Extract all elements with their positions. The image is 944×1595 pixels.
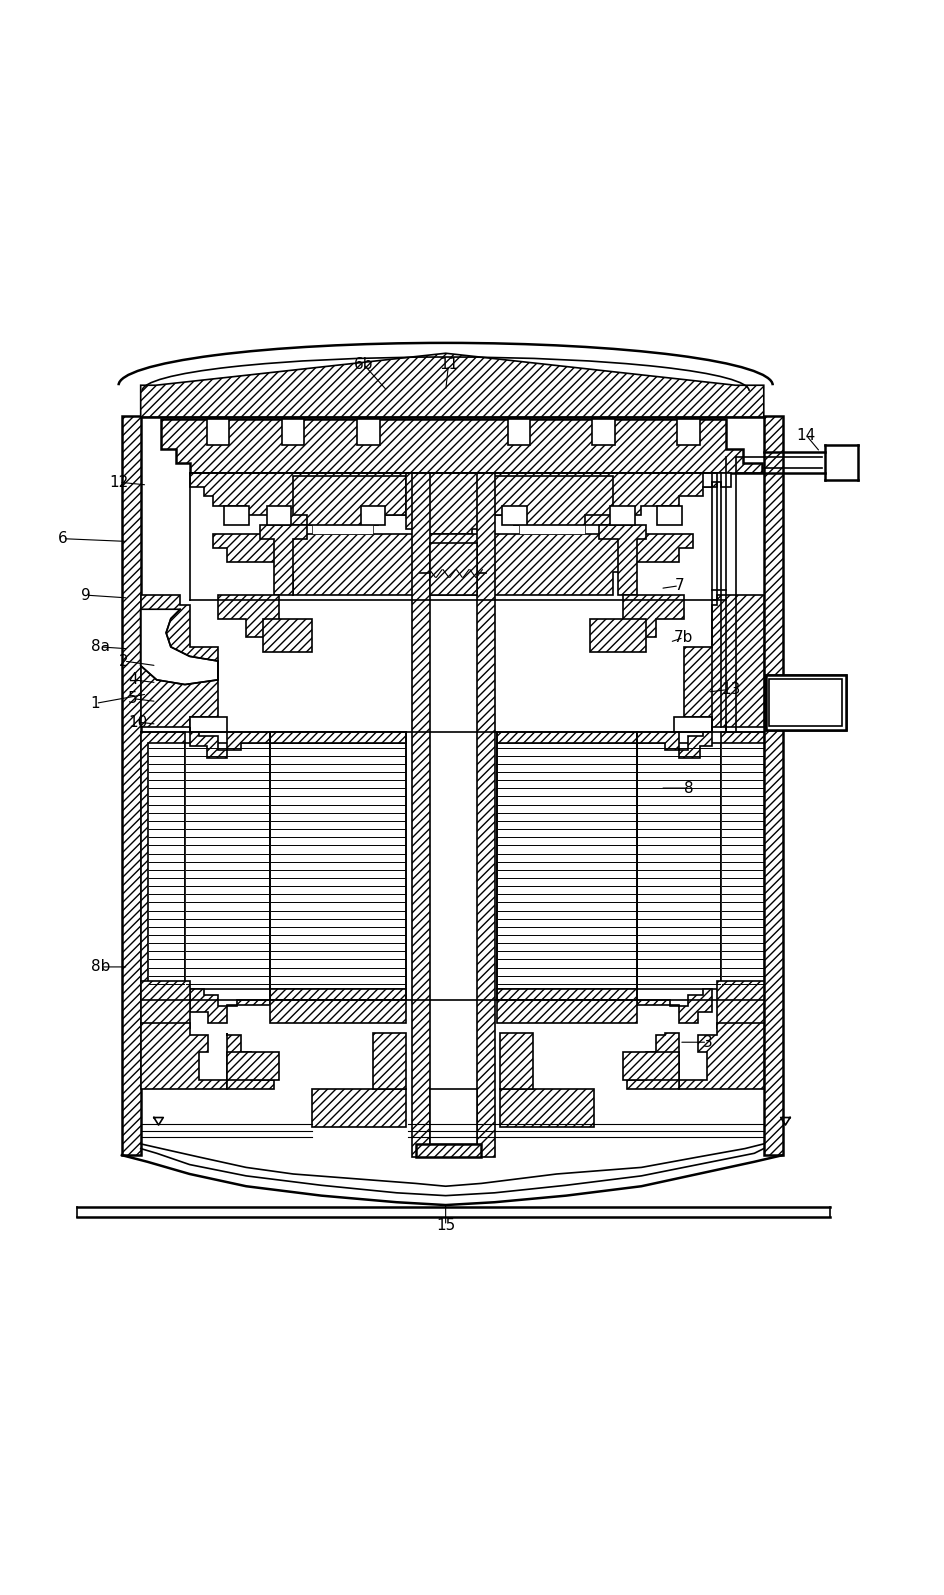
Polygon shape <box>716 981 764 1029</box>
Polygon shape <box>207 419 229 445</box>
Polygon shape <box>122 416 141 1155</box>
Polygon shape <box>611 506 634 525</box>
Polygon shape <box>486 475 614 525</box>
Polygon shape <box>430 1089 477 1144</box>
Polygon shape <box>190 727 270 758</box>
Text: 8a: 8a <box>91 640 110 654</box>
Polygon shape <box>270 1000 406 1024</box>
Polygon shape <box>270 989 406 1000</box>
Polygon shape <box>721 743 764 989</box>
Polygon shape <box>628 1034 679 1089</box>
Polygon shape <box>636 743 721 989</box>
Text: 3: 3 <box>702 1035 712 1050</box>
Text: 1: 1 <box>91 695 100 711</box>
Text: 9: 9 <box>81 587 91 603</box>
Polygon shape <box>267 506 292 525</box>
Polygon shape <box>623 595 683 648</box>
Polygon shape <box>312 1089 406 1128</box>
Polygon shape <box>270 743 406 989</box>
Polygon shape <box>190 718 228 732</box>
Text: 14: 14 <box>797 427 816 443</box>
Polygon shape <box>679 1024 764 1089</box>
Polygon shape <box>228 1051 279 1080</box>
Polygon shape <box>357 419 379 445</box>
Polygon shape <box>497 989 636 1000</box>
Polygon shape <box>141 609 218 684</box>
Polygon shape <box>766 675 846 731</box>
Polygon shape <box>412 472 430 1156</box>
Polygon shape <box>141 1024 228 1089</box>
Polygon shape <box>500 1089 595 1128</box>
Polygon shape <box>213 534 693 595</box>
Polygon shape <box>361 506 385 525</box>
Polygon shape <box>161 419 762 472</box>
Polygon shape <box>261 525 308 595</box>
Polygon shape <box>225 506 249 525</box>
Polygon shape <box>270 732 406 743</box>
Text: 12: 12 <box>110 475 128 490</box>
Polygon shape <box>502 506 527 525</box>
Polygon shape <box>623 1051 679 1080</box>
Text: 8b: 8b <box>91 960 110 975</box>
Polygon shape <box>148 743 185 989</box>
Polygon shape <box>190 472 716 525</box>
Text: 15: 15 <box>436 1219 455 1233</box>
Polygon shape <box>674 718 712 732</box>
Polygon shape <box>702 472 731 486</box>
Polygon shape <box>141 732 185 1000</box>
Polygon shape <box>270 732 406 743</box>
Text: 6: 6 <box>58 531 67 545</box>
Text: 2: 2 <box>119 654 128 668</box>
Polygon shape <box>657 506 682 525</box>
Polygon shape <box>508 419 531 445</box>
Polygon shape <box>497 1000 636 1024</box>
Polygon shape <box>141 352 764 418</box>
Polygon shape <box>141 981 190 1029</box>
Polygon shape <box>477 472 495 1156</box>
Text: 10: 10 <box>128 715 147 729</box>
Polygon shape <box>415 1144 481 1156</box>
Polygon shape <box>636 989 712 1024</box>
Text: 11: 11 <box>439 357 458 372</box>
Polygon shape <box>294 475 406 525</box>
Text: 8: 8 <box>683 780 693 796</box>
Polygon shape <box>764 416 783 1155</box>
Polygon shape <box>683 595 764 727</box>
Polygon shape <box>312 525 373 534</box>
Text: 13: 13 <box>721 681 740 697</box>
Text: 4: 4 <box>128 673 138 687</box>
Polygon shape <box>769 679 842 726</box>
Text: 7: 7 <box>674 579 683 593</box>
Polygon shape <box>497 743 636 989</box>
Polygon shape <box>677 419 700 445</box>
Polygon shape <box>593 419 615 445</box>
Polygon shape <box>430 544 477 595</box>
Polygon shape <box>766 675 846 731</box>
Polygon shape <box>373 1034 406 1089</box>
Text: 7b: 7b <box>674 630 694 644</box>
Polygon shape <box>721 732 764 1000</box>
Polygon shape <box>406 472 486 534</box>
Polygon shape <box>185 743 270 989</box>
Polygon shape <box>636 727 712 758</box>
Polygon shape <box>500 1034 533 1089</box>
Polygon shape <box>190 989 270 1024</box>
Polygon shape <box>228 1034 275 1089</box>
Polygon shape <box>141 595 218 727</box>
Polygon shape <box>599 525 646 595</box>
Text: 5: 5 <box>128 691 138 707</box>
Polygon shape <box>519 525 585 534</box>
Polygon shape <box>590 619 646 652</box>
Polygon shape <box>282 419 305 445</box>
Polygon shape <box>771 679 840 726</box>
Polygon shape <box>218 595 279 648</box>
Text: 6b: 6b <box>354 357 374 372</box>
Polygon shape <box>497 732 636 743</box>
Polygon shape <box>263 619 312 652</box>
